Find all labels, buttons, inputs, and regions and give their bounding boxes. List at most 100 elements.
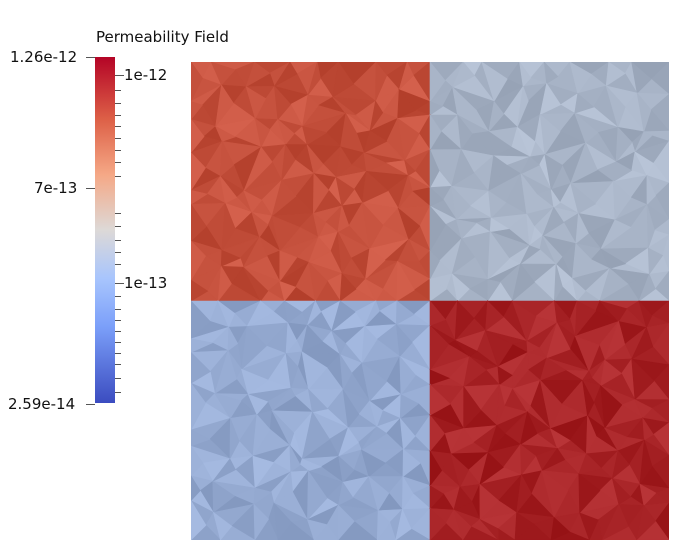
mesh-cell <box>631 358 655 401</box>
mesh-cell <box>612 161 633 183</box>
mesh-cell <box>463 385 482 430</box>
mesh-cell <box>251 211 269 238</box>
mesh-cell <box>338 427 359 458</box>
mesh-cell <box>479 483 500 521</box>
mesh-cell <box>395 508 412 540</box>
colorbar-mid-label: 7e-13 <box>34 179 78 197</box>
mesh-cell <box>542 206 565 237</box>
mesh-cell <box>634 150 654 177</box>
mesh-cell <box>600 359 623 387</box>
mesh-cell <box>246 300 275 328</box>
mesh-cell <box>227 326 239 352</box>
colorbar-max-tick <box>86 57 95 58</box>
mesh-cell <box>574 300 597 338</box>
mesh-cell <box>397 117 420 162</box>
mesh-cell <box>337 504 355 540</box>
mesh-cell <box>277 118 295 146</box>
mesh-cell <box>497 366 513 386</box>
mesh-cell <box>463 356 487 388</box>
mesh-cell <box>451 185 471 221</box>
mesh-cell <box>599 267 629 302</box>
mesh-cell <box>487 230 510 281</box>
mesh-cell <box>307 469 328 521</box>
mesh-cell <box>399 394 419 420</box>
mesh-cell <box>191 475 201 502</box>
mesh-cell <box>454 339 478 358</box>
mesh-cell <box>639 440 653 485</box>
mesh-cell <box>312 212 326 239</box>
mesh-cell <box>191 203 207 242</box>
mesh-cell <box>285 321 298 355</box>
mesh-cell <box>429 414 445 453</box>
mesh-cell <box>578 453 602 475</box>
mesh-cell <box>487 424 506 453</box>
mesh-cell <box>363 152 387 172</box>
mesh-cell <box>455 219 477 240</box>
mesh-cell <box>253 487 272 505</box>
mesh-cell <box>243 190 263 214</box>
colorbar-minor-tick <box>115 226 121 227</box>
mesh-cell <box>191 500 207 540</box>
mesh-cell <box>429 507 447 540</box>
mesh-cell <box>364 248 386 281</box>
mesh-cell <box>221 203 236 251</box>
colorbar-minor-tick <box>115 162 121 163</box>
mesh-cell <box>215 84 234 128</box>
mesh-cell <box>217 265 232 302</box>
mesh-cell <box>612 180 632 221</box>
mesh-cell <box>331 300 356 332</box>
mesh-cell <box>511 263 535 302</box>
colorbar-max-label: 1.26e-12 <box>10 48 78 66</box>
mesh-cell <box>631 326 654 360</box>
colorbar-minor-tick <box>115 103 121 104</box>
mesh-cell <box>520 172 538 216</box>
mesh-cell <box>397 207 421 240</box>
mesh-cell <box>307 62 321 96</box>
colorbar-log-upper-label: 1e-12 <box>124 66 168 84</box>
mesh-cell <box>398 62 414 91</box>
mesh-cell <box>279 280 297 302</box>
mesh-cell <box>191 189 208 205</box>
mesh-cell <box>429 278 448 302</box>
colorbar-mid-tick <box>86 188 95 189</box>
mesh-cell <box>220 249 242 267</box>
mesh-cell <box>605 62 626 87</box>
mesh-cell <box>542 235 563 265</box>
mesh-cell <box>485 300 504 332</box>
mesh-cell <box>488 155 508 192</box>
mesh-cell <box>429 205 447 252</box>
mesh-cell <box>453 486 473 511</box>
mesh-cell <box>361 201 384 250</box>
mesh-cell <box>429 62 446 103</box>
mesh-cell <box>245 86 267 120</box>
mesh-cell <box>191 62 203 102</box>
mesh-cell <box>220 176 238 204</box>
mesh-cell <box>301 411 330 460</box>
colorbar-minor-tick <box>115 353 121 354</box>
mesh-cell <box>285 352 299 389</box>
mesh-cell <box>571 242 592 280</box>
mesh-cell <box>212 458 236 482</box>
colorbar-minor-tick <box>115 309 121 310</box>
mesh-cell <box>212 480 236 514</box>
mesh-cell <box>575 212 589 245</box>
mesh-cell <box>301 458 323 472</box>
mesh-cell <box>217 300 236 328</box>
colorbar-minor-tick <box>115 342 121 343</box>
mesh-cell <box>210 62 236 86</box>
mesh-cell <box>526 214 535 246</box>
mesh-cell <box>271 215 301 252</box>
mesh-cell <box>549 428 571 449</box>
mesh-cell <box>512 388 531 413</box>
mesh-cell <box>600 219 632 250</box>
mesh-cell <box>368 475 390 512</box>
mesh-cell <box>519 62 532 88</box>
mesh-cell <box>302 94 319 127</box>
mesh-cell <box>191 429 211 447</box>
mesh-cell <box>450 452 469 488</box>
mesh-cell <box>488 190 507 219</box>
mesh-cell <box>638 300 653 329</box>
colorbar <box>95 57 115 403</box>
mesh-cell <box>273 502 292 540</box>
